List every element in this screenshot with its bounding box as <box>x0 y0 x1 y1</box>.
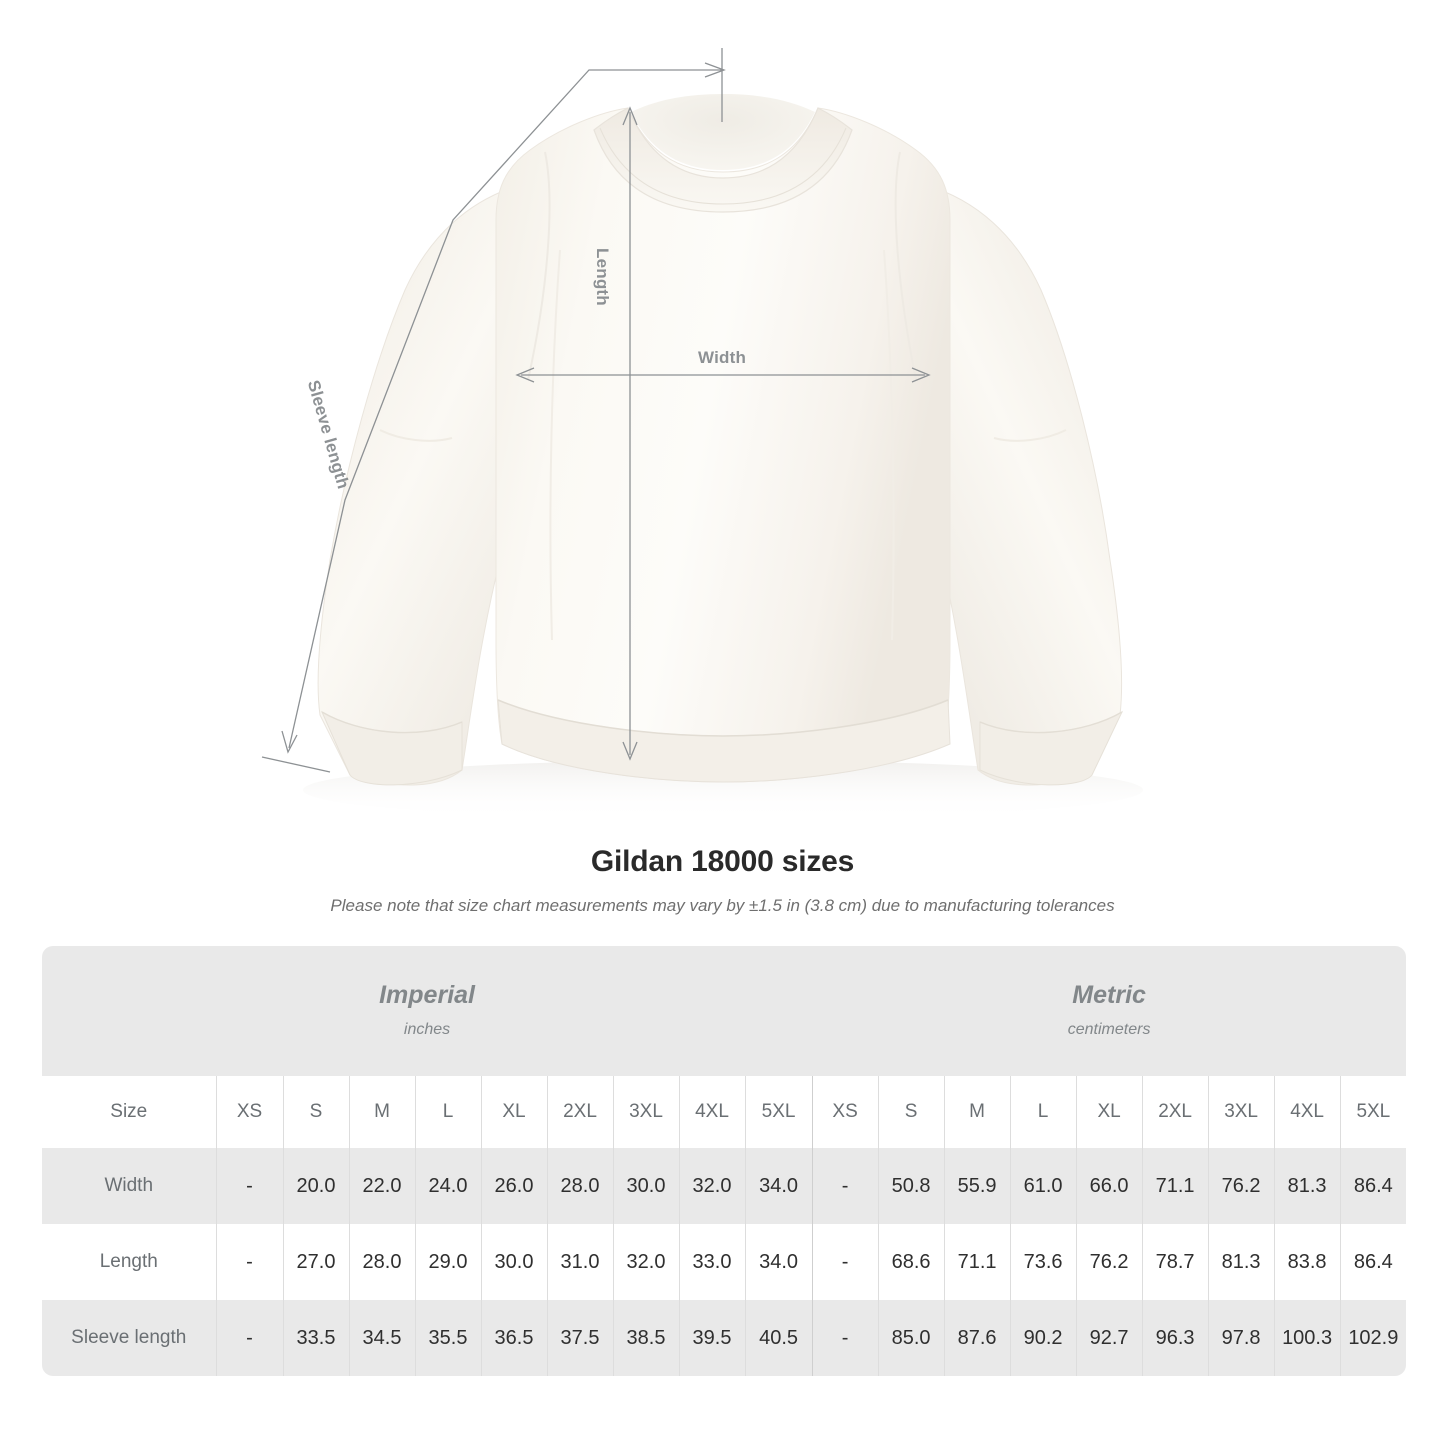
header-metric-4xl: 4XL <box>1273 1076 1341 1148</box>
title-block: Gildan 18000 sizes Please note that size… <box>0 843 1445 917</box>
cell-sleeve-imperial-s: 33.5 <box>282 1300 349 1376</box>
unit-cell-metric: Metric centimeters <box>812 946 1407 1076</box>
cell-sleeve-metric-3xl: 97.8 <box>1207 1300 1275 1376</box>
cell-width-metric-xl: 66.0 <box>1075 1148 1143 1224</box>
cell-length-imperial-s: 27.0 <box>282 1224 349 1300</box>
cell-width-metric-l: 61.0 <box>1009 1148 1077 1224</box>
header-metric-xl: XL <box>1075 1076 1143 1148</box>
width-label: Width <box>698 348 747 367</box>
cell-sleeve-imperial-xs: - <box>215 1300 283 1376</box>
cell-sleeve-imperial-xl: 36.5 <box>480 1300 547 1376</box>
cell-width-metric-s: 50.8 <box>877 1148 945 1224</box>
cell-width-imperial-3xl: 30.0 <box>612 1148 679 1224</box>
header-imperial-3xl: 3XL <box>612 1076 679 1148</box>
cell-length-imperial-4xl: 33.0 <box>678 1224 745 1300</box>
header-imperial-xs: XS <box>215 1076 283 1148</box>
header-imperial-xl: XL <box>480 1076 547 1148</box>
row-label-sleeve-length: Sleeve length <box>42 1300 216 1376</box>
header-imperial-5xl: 5XL <box>744 1076 813 1148</box>
cell-width-metric-5xl: 86.4 <box>1339 1148 1407 1224</box>
length-label: Length <box>593 248 612 306</box>
cell-sleeve-imperial-4xl: 39.5 <box>678 1300 745 1376</box>
cell-length-imperial-2xl: 31.0 <box>546 1224 613 1300</box>
cell-sleeve-imperial-5xl: 40.5 <box>744 1300 813 1376</box>
header-metric-5xl: 5XL <box>1339 1076 1407 1148</box>
size-table-wrapper: Imperial inches Metric centimeters Size … <box>42 946 1407 1376</box>
unit-sub-imperial: inches <box>403 1020 451 1038</box>
cell-sleeve-imperial-l: 35.5 <box>414 1300 481 1376</box>
cell-length-metric-m: 71.1 <box>943 1224 1011 1300</box>
table-row-length: Length - 27.0 28.0 29.0 30.0 31.0 32.0 3… <box>42 1224 1407 1300</box>
table-row-width: Width - 20.0 22.0 24.0 26.0 28.0 30.0 32… <box>42 1148 1407 1224</box>
cell-length-metric-xl: 76.2 <box>1075 1224 1143 1300</box>
row-label-length: Length <box>42 1224 216 1300</box>
unit-name-metric: Metric <box>1072 980 1146 1009</box>
header-metric-l: L <box>1009 1076 1077 1148</box>
cell-sleeve-metric-m: 87.6 <box>943 1300 1011 1376</box>
cell-width-imperial-xl: 26.0 <box>480 1148 547 1224</box>
page-title: Gildan 18000 sizes <box>590 845 855 878</box>
cell-sleeve-metric-4xl: 100.3 <box>1273 1300 1341 1376</box>
cell-width-imperial-xs: - <box>215 1148 283 1224</box>
header-imperial-m: M <box>348 1076 415 1148</box>
unit-sub-metric: centimeters <box>1067 1020 1151 1038</box>
tolerance-note: Please note that size chart measurements… <box>330 896 1115 915</box>
header-metric-3xl: 3XL <box>1207 1076 1275 1148</box>
cell-length-imperial-5xl: 34.0 <box>744 1224 813 1300</box>
header-imperial-4xl: 4XL <box>678 1076 745 1148</box>
garment-illustration: Length Width Sleeve length <box>261 48 1143 820</box>
cell-length-imperial-m: 28.0 <box>348 1224 415 1300</box>
cell-sleeve-metric-xs: - <box>811 1300 879 1376</box>
unit-name-imperial: Imperial <box>379 980 475 1009</box>
header-size-label: Size <box>42 1076 216 1148</box>
cell-sleeve-imperial-2xl: 37.5 <box>546 1300 613 1376</box>
unit-cell-imperial: Imperial inches <box>42 946 813 1076</box>
cell-width-metric-4xl: 81.3 <box>1273 1148 1341 1224</box>
unit-banner-row: Imperial inches Metric centimeters <box>42 946 1407 1076</box>
size-header-row: Size XS S M L XL 2XL 3XL 4XL 5XL XS S M … <box>42 1076 1407 1148</box>
row-label-width: Width <box>42 1148 216 1224</box>
cell-length-metric-l: 73.6 <box>1009 1224 1077 1300</box>
cell-length-metric-3xl: 81.3 <box>1207 1224 1275 1300</box>
size-chart-table: Imperial inches Metric centimeters Size … <box>42 946 1407 1376</box>
cell-length-imperial-xl: 30.0 <box>480 1224 547 1300</box>
cell-length-metric-2xl: 78.7 <box>1141 1224 1209 1300</box>
cell-sleeve-imperial-m: 34.5 <box>348 1300 415 1376</box>
cell-width-imperial-l: 24.0 <box>414 1148 481 1224</box>
cell-sleeve-metric-s: 85.0 <box>877 1300 945 1376</box>
cell-sleeve-metric-xl: 92.7 <box>1075 1300 1143 1376</box>
cell-length-metric-4xl: 83.8 <box>1273 1224 1341 1300</box>
cell-length-metric-5xl: 86.4 <box>1339 1224 1407 1300</box>
cell-length-imperial-xs: - <box>215 1224 283 1300</box>
cell-width-imperial-s: 20.0 <box>282 1148 349 1224</box>
header-metric-s: S <box>877 1076 945 1148</box>
cell-sleeve-metric-5xl: 102.9 <box>1339 1300 1407 1376</box>
cell-length-metric-s: 68.6 <box>877 1224 945 1300</box>
header-imperial-2xl: 2XL <box>546 1076 613 1148</box>
cell-length-imperial-3xl: 32.0 <box>612 1224 679 1300</box>
cell-width-imperial-m: 22.0 <box>348 1148 415 1224</box>
cell-width-metric-3xl: 76.2 <box>1207 1148 1275 1224</box>
sweatshirt-image <box>303 94 1143 820</box>
cell-width-metric-xs: - <box>811 1148 879 1224</box>
cell-width-imperial-5xl: 34.0 <box>744 1148 813 1224</box>
cell-sleeve-metric-2xl: 96.3 <box>1141 1300 1209 1376</box>
cell-width-metric-2xl: 71.1 <box>1141 1148 1209 1224</box>
cell-width-imperial-2xl: 28.0 <box>546 1148 613 1224</box>
cell-sleeve-metric-l: 90.2 <box>1009 1300 1077 1376</box>
header-metric-m: M <box>943 1076 1011 1148</box>
header-imperial-l: L <box>414 1076 481 1148</box>
cell-length-imperial-l: 29.0 <box>414 1224 481 1300</box>
cell-width-imperial-4xl: 32.0 <box>678 1148 745 1224</box>
header-metric-2xl: 2XL <box>1141 1076 1209 1148</box>
cell-length-metric-xs: - <box>811 1224 879 1300</box>
header-imperial-s: S <box>282 1076 349 1148</box>
cell-sleeve-imperial-3xl: 38.5 <box>612 1300 679 1376</box>
cell-width-metric-m: 55.9 <box>943 1148 1011 1224</box>
header-metric-xs: XS <box>811 1076 879 1148</box>
table-row-sleeve-length: Sleeve length - 33.5 34.5 35.5 36.5 37.5… <box>42 1300 1407 1376</box>
